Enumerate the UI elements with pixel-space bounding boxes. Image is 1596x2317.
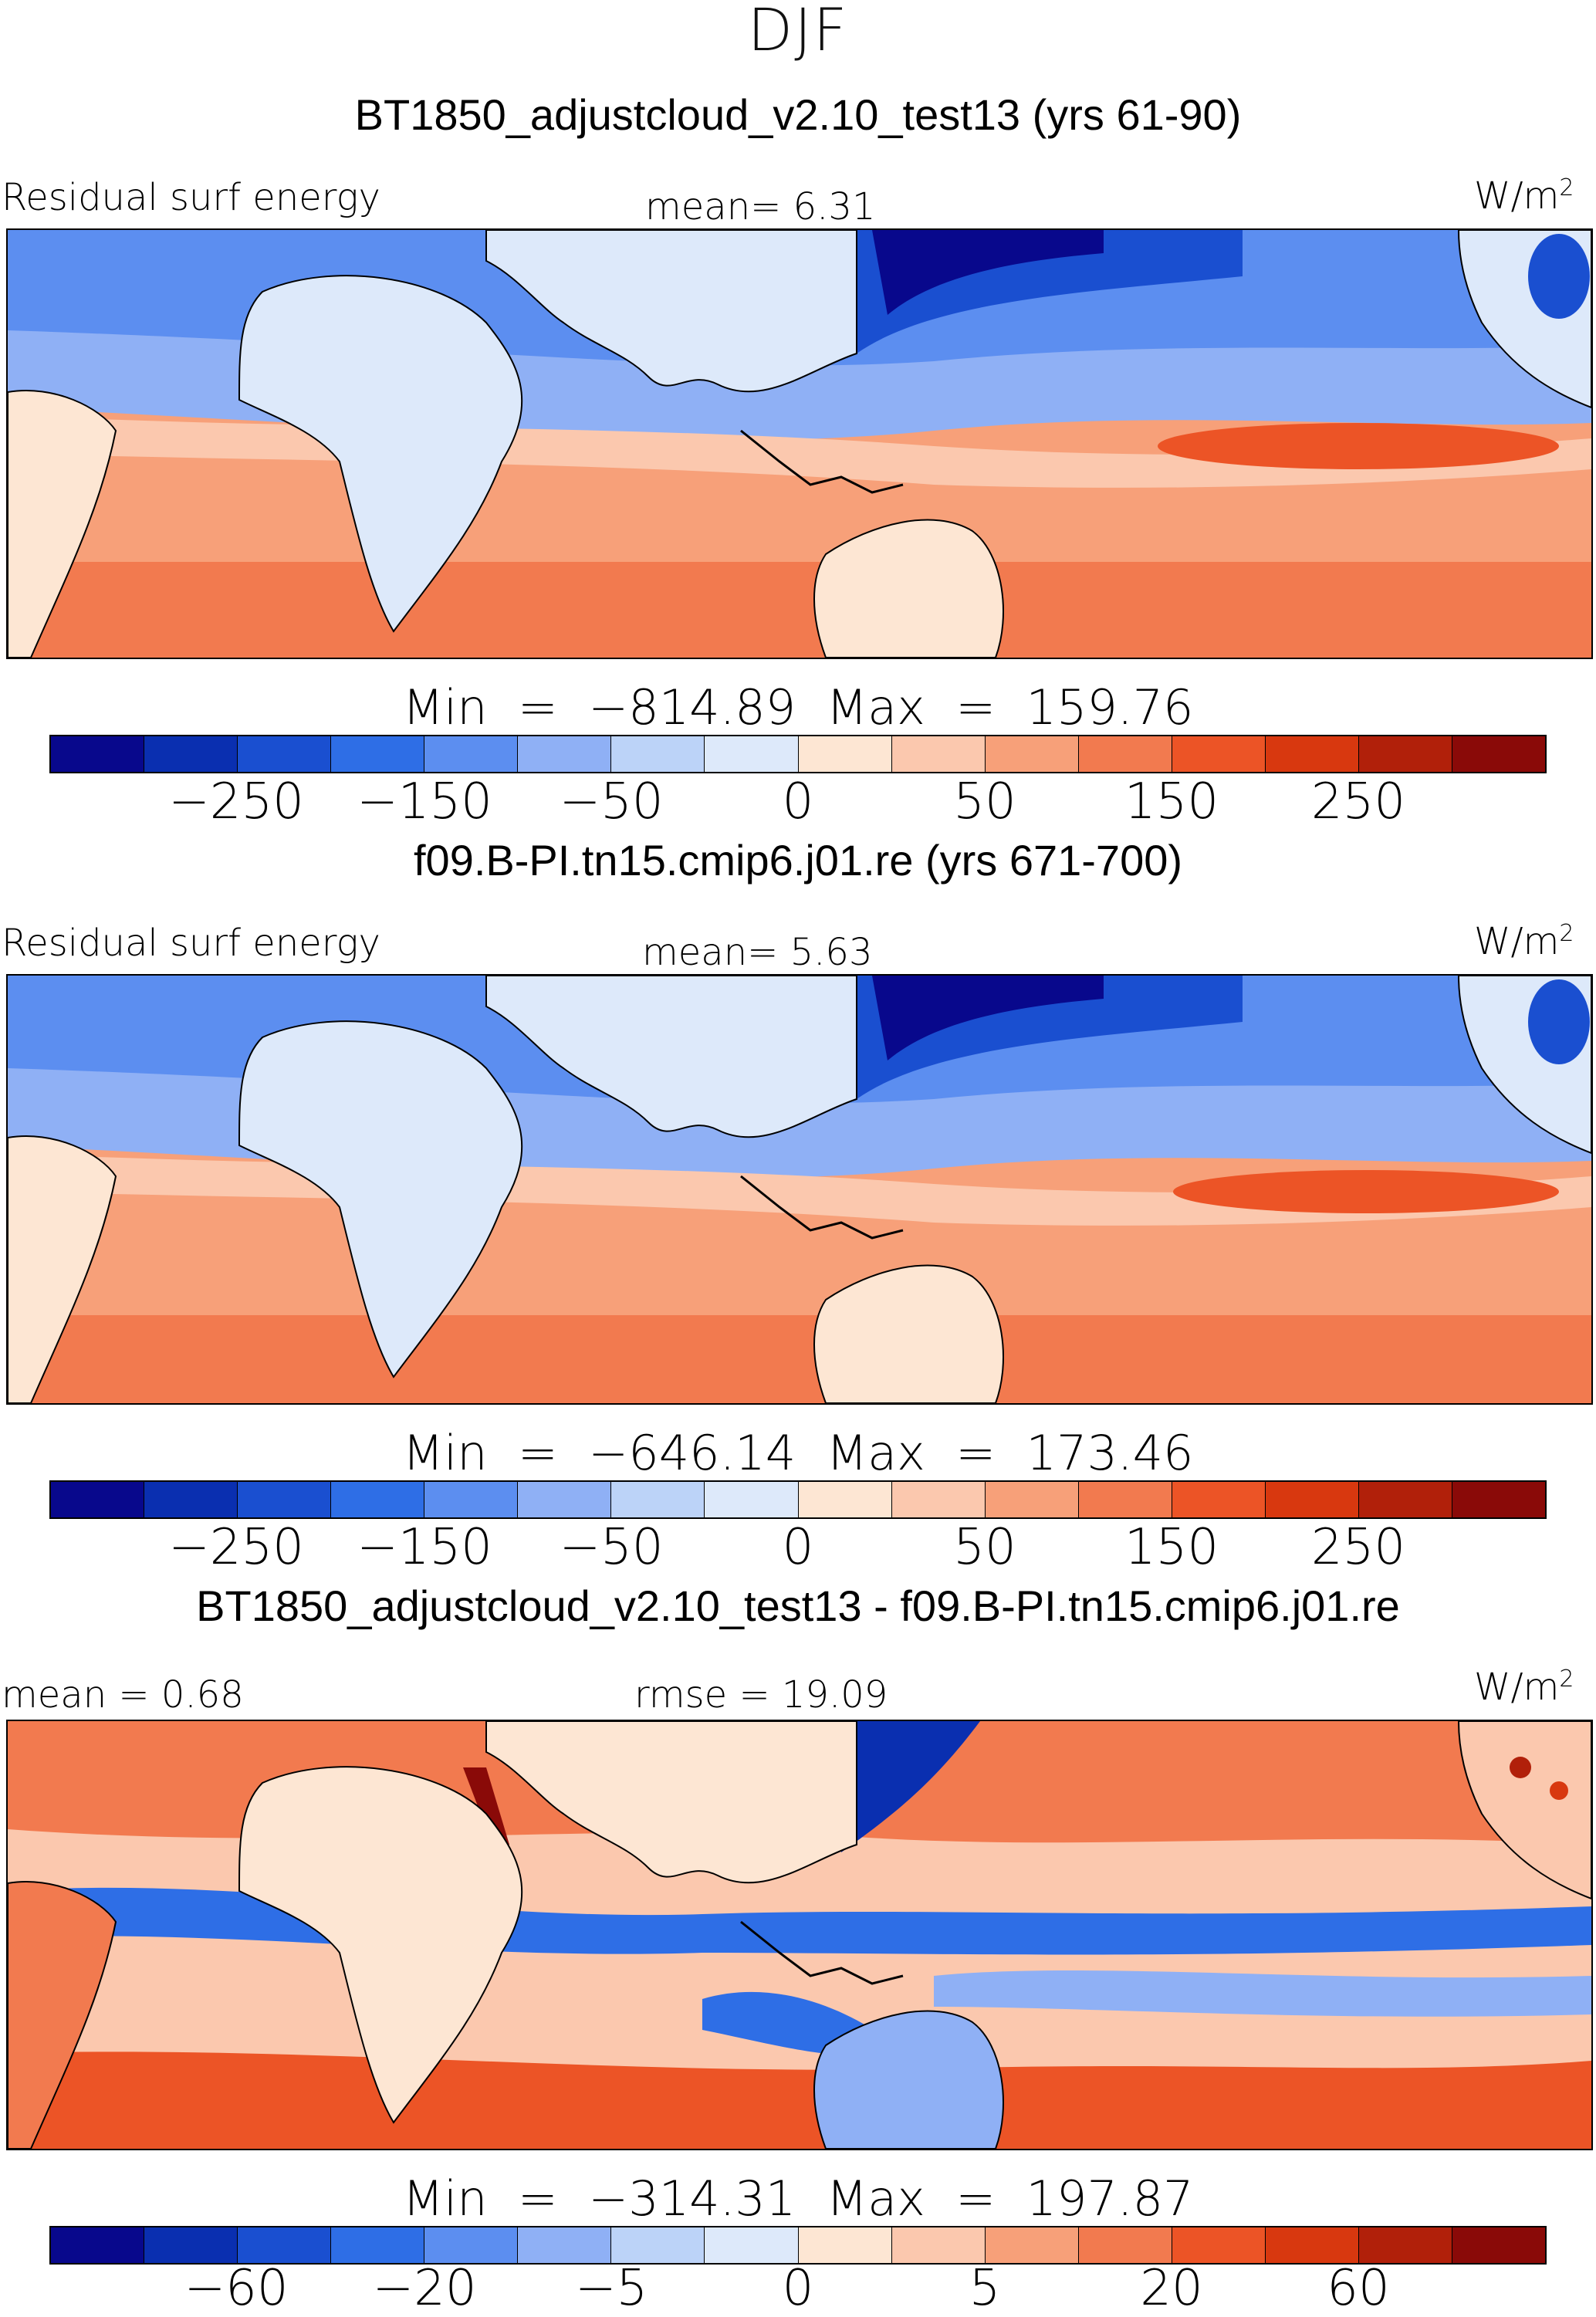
- panel-2-left-label: Residual surf energy: [2, 922, 380, 965]
- panel-3-units: W/m2: [1474, 1666, 1574, 1709]
- panel-1-field: [8, 230, 1591, 658]
- panel-2-tick: 250: [1310, 1519, 1406, 1576]
- panel-3-field: [8, 1721, 1591, 2149]
- panel-1-colorbar: [49, 735, 1547, 773]
- panel-1-tick: 50: [953, 773, 1016, 830]
- panel-3-colorbar: [49, 2226, 1547, 2265]
- panel-3-tick: 5: [969, 2260, 1001, 2317]
- panel-2-colorbar: [49, 1480, 1547, 1519]
- panel-2-mean-label: mean= 5.63: [642, 931, 873, 974]
- panel-3-tick: 60: [1327, 2260, 1390, 2317]
- panel-3-rmse-label: rmse = 19.09: [634, 1673, 888, 1717]
- panel-2-minmax: Min = −646.14 Max = 173.46: [402, 1425, 1194, 1481]
- panel-2-tick: −150: [357, 1519, 492, 1576]
- panel-3-map: [6, 1720, 1593, 2150]
- panel-2-tick: −50: [559, 1519, 664, 1576]
- panel-1-tick: −50: [559, 773, 664, 830]
- panel-2-field: [8, 976, 1591, 1403]
- panel-2-tick: −250: [168, 1519, 304, 1576]
- panel-3-tick: 0: [782, 2260, 814, 2317]
- panel-3-tick: −5: [574, 2260, 648, 2317]
- season-title: DJF: [747, 0, 849, 64]
- panel-1-tick: 0: [782, 773, 814, 830]
- panel-2-tick: 50: [953, 1519, 1016, 1576]
- panel-2-tick: 150: [1124, 1519, 1219, 1576]
- panel-1-left-label: Residual surf energy: [2, 176, 380, 219]
- panel-2-tick: 0: [782, 1519, 814, 1576]
- panel-1-mean-label: mean= 6.31: [645, 185, 876, 228]
- panel-1-map: [6, 228, 1593, 659]
- panel-3-tick: −60: [184, 2260, 289, 2317]
- panel-2-units: W/m2: [1474, 920, 1574, 963]
- panel-1-tick: −250: [168, 773, 304, 830]
- panel-1-minmax: Min = −814.89 Max = 159.76: [402, 679, 1194, 736]
- panel-1-units: W/m2: [1474, 174, 1574, 218]
- panel-1-tick: −150: [357, 773, 492, 830]
- panel-1-title: BT1850_adjustcloud_v2.10_test13 (yrs 61-…: [354, 90, 1242, 139]
- panel-3-title: BT1850_adjustcloud_v2.10_test13 - f09.B-…: [196, 1581, 1400, 1630]
- panel-3-tick: 20: [1140, 2260, 1203, 2317]
- panel-2-title: f09.B-PI.tn15.cmip6.j01.re (yrs 671-700): [413, 836, 1183, 885]
- panel-3-tick: −20: [372, 2260, 477, 2317]
- panel-3-mean-label: mean = 0.68: [2, 1673, 244, 1717]
- panel-1-tick: 150: [1124, 773, 1219, 830]
- panel-2-map: [6, 974, 1593, 1405]
- panel-3-minmax: Min = −314.31 Max = 197.87: [402, 2170, 1194, 2227]
- panel-1-tick: 250: [1310, 773, 1406, 830]
